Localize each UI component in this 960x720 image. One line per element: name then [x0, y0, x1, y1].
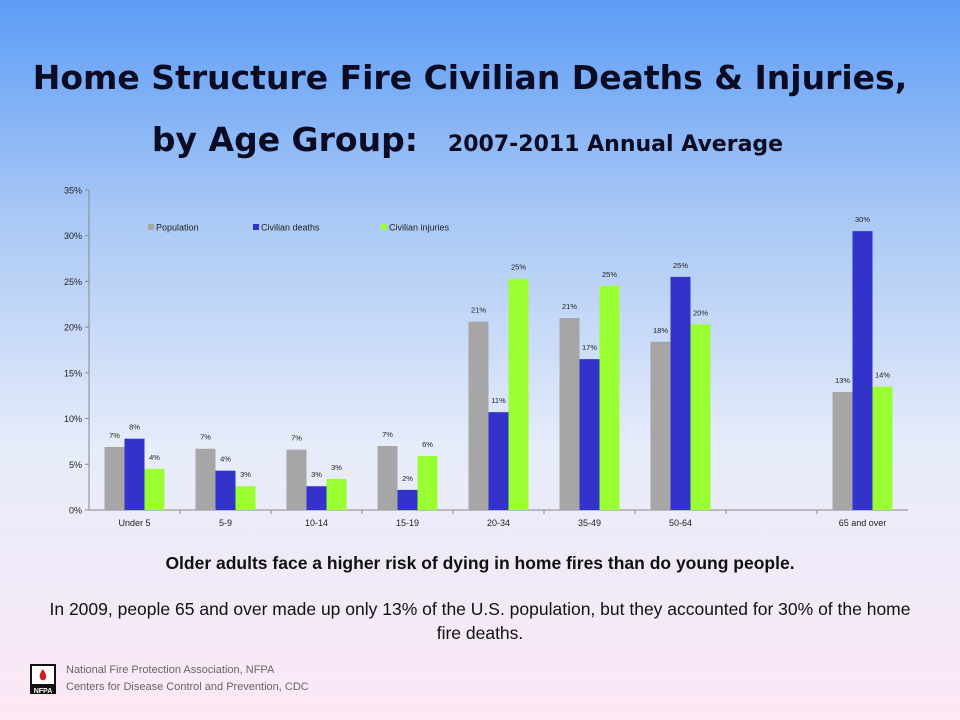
data-label: 25% — [602, 270, 617, 279]
source-credits: National Fire Protection Association, NF… — [66, 662, 309, 696]
data-label: 6% — [422, 440, 433, 449]
y-tick-label: 10% — [64, 414, 82, 424]
data-label: 7% — [109, 431, 120, 440]
bar-civilian-injuries — [326, 478, 347, 510]
bar-civilian-deaths — [670, 276, 691, 510]
legend-swatch — [253, 224, 259, 230]
source-cdc: Centers for Disease Control and Preventi… — [66, 681, 309, 693]
bar-population — [104, 446, 125, 510]
source-nfpa: National Fire Protection Association, NF… — [66, 664, 275, 676]
legend-label: Civilian injuries — [389, 223, 450, 233]
y-tick-label: 35% — [64, 186, 82, 196]
data-label: 21% — [562, 302, 577, 311]
x-tick-label: 50-64 — [669, 518, 692, 528]
bar-civilian-injuries — [508, 278, 529, 510]
data-label: 3% — [331, 463, 342, 472]
legend-swatch — [148, 224, 154, 230]
x-tick-label: 35-49 — [578, 518, 601, 528]
bar-civilian-deaths — [852, 231, 873, 510]
y-tick-label: 5% — [69, 460, 82, 470]
x-tick-label: Under 5 — [118, 518, 150, 528]
data-label: 7% — [382, 430, 393, 439]
bar-civilian-injuries — [144, 468, 165, 510]
data-label: 20% — [693, 308, 708, 317]
data-label: 2% — [402, 474, 413, 483]
data-label: 7% — [291, 434, 302, 443]
legend-label: Population — [156, 223, 199, 233]
data-label: 11% — [491, 396, 506, 405]
data-label: 13% — [835, 376, 850, 385]
subtitle-main: by Age Group: — [151, 120, 418, 159]
y-tick-label: 25% — [64, 277, 82, 287]
data-label: 30% — [855, 215, 870, 224]
subtitle-period: 2007-2011 Annual Average — [447, 132, 784, 157]
bar-civilian-deaths — [124, 438, 145, 510]
bar-civilian-injuries — [690, 324, 711, 510]
svg-text:NFPA: NFPA — [34, 688, 53, 694]
bar-civilian-deaths — [306, 486, 327, 510]
x-tick-label: 15-19 — [396, 518, 419, 528]
data-label: 4% — [149, 453, 160, 462]
bar-civilian-injuries — [599, 286, 620, 510]
data-label: 17% — [582, 343, 597, 352]
bar-population — [559, 318, 580, 510]
bar-civilian-deaths — [215, 470, 236, 510]
bar-population — [286, 449, 307, 510]
data-label: 14% — [875, 371, 890, 380]
y-tick-label: 20% — [64, 323, 82, 333]
headline-text: Older adults face a higher risk of dying… — [165, 553, 795, 573]
bar-population — [468, 321, 489, 510]
y-tick-label: 30% — [64, 231, 82, 241]
legend-swatch — [381, 224, 387, 230]
data-label: 25% — [673, 261, 688, 270]
data-label: 18% — [653, 326, 668, 335]
bar-population — [195, 448, 216, 510]
bar-civilian-deaths — [397, 489, 418, 510]
data-label: 21% — [471, 306, 486, 315]
bar-population — [377, 446, 398, 510]
x-tick-label: 65 and over — [839, 518, 887, 528]
bar-civilian-injuries — [872, 386, 893, 510]
data-label: 7% — [200, 433, 211, 442]
x-tick-label: 10-14 — [305, 518, 328, 528]
bar-population — [650, 341, 671, 510]
data-label: 3% — [240, 470, 251, 479]
data-label: 3% — [311, 470, 322, 479]
data-label: 25% — [511, 263, 526, 272]
y-tick-label: 0% — [69, 506, 82, 516]
chart-title: Home Structure Fire Civilian Deaths & In… — [32, 58, 908, 97]
x-tick-label: 20-34 — [487, 518, 510, 528]
chart-subtitle: by Age Group: 2007-2011 Annual Average — [0, 120, 935, 159]
bar-civilian-deaths — [488, 412, 509, 510]
body-text: In 2009, people 65 and over made up only… — [49, 599, 911, 643]
y-tick-label: 15% — [64, 368, 82, 378]
bar-civilian-injuries — [235, 486, 256, 510]
bar-civilian-deaths — [579, 359, 600, 510]
bar-civilian-injuries — [417, 456, 438, 510]
legend-label: Civilian deaths — [261, 223, 320, 233]
x-tick-label: 5-9 — [219, 518, 232, 528]
nfpa-logo-icon: NFPA — [30, 664, 56, 694]
data-label: 4% — [220, 455, 231, 464]
data-label: 8% — [129, 423, 140, 432]
bar-population — [832, 392, 853, 510]
